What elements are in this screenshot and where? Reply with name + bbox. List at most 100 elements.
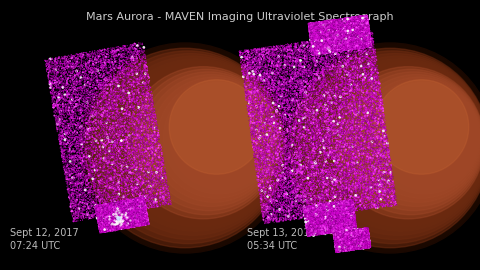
Point [326, 210, 334, 214]
Point [344, 235, 352, 239]
Point [291, 107, 299, 111]
Point [370, 82, 378, 86]
Point [80, 208, 88, 213]
Point [346, 245, 353, 249]
Point [328, 40, 336, 45]
Point [320, 42, 327, 46]
Point [350, 22, 358, 26]
Point [350, 20, 358, 25]
Point [100, 219, 108, 223]
Point [315, 217, 323, 221]
Point [342, 239, 350, 243]
Point [313, 229, 321, 233]
Point [389, 197, 397, 201]
Point [313, 135, 321, 139]
Point [347, 31, 354, 35]
Point [364, 237, 372, 241]
Point [332, 232, 339, 236]
Point [344, 49, 352, 53]
Point [340, 237, 348, 241]
Point [299, 190, 307, 194]
Point [326, 101, 334, 106]
Point [309, 38, 316, 42]
Point [339, 22, 347, 27]
Point [308, 49, 316, 53]
Point [86, 111, 94, 115]
Point [364, 26, 372, 30]
Point [116, 207, 124, 211]
Point [258, 75, 266, 79]
Point [356, 137, 363, 142]
Point [52, 103, 60, 107]
Point [134, 161, 142, 165]
Point [360, 238, 367, 242]
Point [288, 206, 295, 210]
Point [367, 34, 374, 39]
Point [312, 120, 320, 124]
Point [339, 204, 347, 208]
Point [128, 221, 135, 225]
Point [128, 214, 136, 218]
Point [334, 236, 342, 240]
Point [326, 39, 334, 44]
Point [340, 215, 348, 219]
Point [66, 145, 73, 150]
Point [305, 21, 313, 26]
Point [347, 208, 355, 212]
Point [338, 213, 346, 217]
Point [91, 126, 98, 130]
Point [356, 232, 363, 236]
Point [333, 45, 341, 49]
Point [327, 47, 335, 51]
Point [98, 219, 106, 224]
Point [126, 212, 133, 216]
Point [315, 32, 323, 37]
Point [331, 231, 338, 236]
Point [260, 123, 268, 128]
Point [263, 144, 270, 149]
Point [322, 33, 330, 37]
Point [273, 176, 280, 180]
Point [104, 221, 111, 225]
Point [362, 228, 370, 233]
Point [377, 186, 385, 190]
Point [345, 203, 353, 208]
Point [348, 38, 355, 42]
Point [310, 52, 317, 56]
Point [348, 202, 355, 207]
Point [335, 240, 343, 245]
Point [358, 195, 366, 200]
Point [334, 240, 342, 245]
Point [348, 221, 355, 225]
Point [324, 79, 332, 83]
Point [337, 241, 345, 245]
Point [135, 217, 143, 221]
Point [351, 17, 359, 22]
Point [302, 218, 310, 223]
Point [310, 29, 317, 33]
Point [363, 45, 371, 49]
Point [329, 48, 336, 52]
Point [306, 70, 314, 75]
Point [109, 222, 117, 226]
Point [273, 195, 280, 199]
Point [353, 242, 361, 246]
Point [350, 43, 358, 47]
Point [71, 111, 79, 116]
Point [138, 214, 145, 219]
Point [316, 213, 324, 217]
Point [344, 228, 351, 233]
Point [285, 150, 293, 154]
Point [360, 239, 368, 243]
Point [147, 105, 155, 109]
Point [364, 241, 372, 245]
Point [317, 39, 324, 44]
Point [347, 45, 354, 49]
Point [107, 165, 115, 169]
Point [324, 38, 332, 42]
Point [335, 208, 343, 212]
Point [337, 224, 345, 228]
Point [111, 210, 119, 214]
Point [122, 148, 130, 153]
Point [108, 220, 116, 224]
